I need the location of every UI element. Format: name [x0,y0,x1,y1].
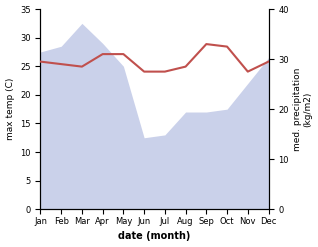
X-axis label: date (month): date (month) [118,231,191,242]
Y-axis label: max temp (C): max temp (C) [5,78,15,140]
Y-axis label: med. precipitation
(kg/m2): med. precipitation (kg/m2) [293,67,313,151]
